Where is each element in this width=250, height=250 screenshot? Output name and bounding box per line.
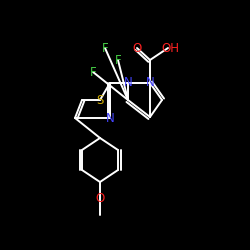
Text: S: S xyxy=(96,94,104,106)
Text: N: N xyxy=(124,76,132,90)
Text: O: O xyxy=(96,192,104,204)
Text: F: F xyxy=(90,66,96,78)
Text: F: F xyxy=(102,42,108,54)
Text: F: F xyxy=(115,54,121,66)
Text: O: O xyxy=(132,42,141,54)
Text: N: N xyxy=(146,76,154,90)
Text: N: N xyxy=(106,112,114,124)
Text: OH: OH xyxy=(161,42,179,54)
